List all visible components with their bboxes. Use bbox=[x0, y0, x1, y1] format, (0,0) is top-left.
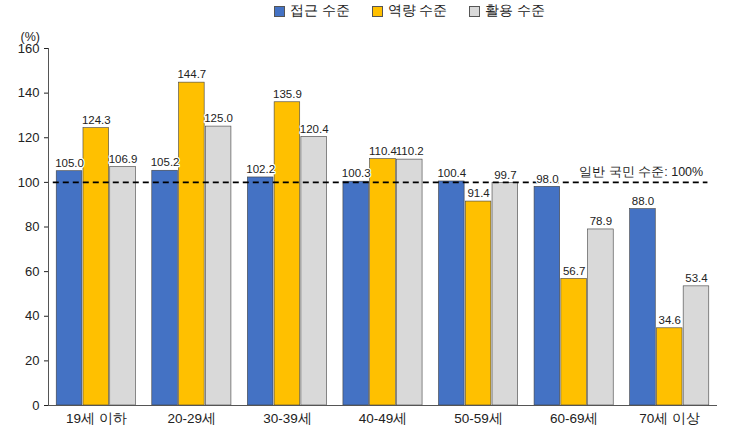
svg-text:105.0: 105.0 bbox=[55, 157, 84, 169]
svg-text:110.2: 110.2 bbox=[396, 145, 424, 157]
svg-text:98.0: 98.0 bbox=[536, 173, 558, 185]
svg-text:144.7: 144.7 bbox=[177, 68, 206, 80]
svg-text:60: 60 bbox=[25, 264, 39, 279]
svg-text:19세 이하: 19세 이하 bbox=[66, 411, 127, 426]
svg-text:99.7: 99.7 bbox=[494, 169, 516, 181]
svg-text:124.3: 124.3 bbox=[82, 114, 111, 126]
svg-text:20: 20 bbox=[25, 353, 39, 368]
svg-text:100.4: 100.4 bbox=[437, 167, 466, 179]
svg-text:135.9: 135.9 bbox=[273, 88, 302, 100]
svg-text:50-59세: 50-59세 bbox=[454, 411, 503, 426]
svg-text:120.4: 120.4 bbox=[300, 123, 329, 135]
svg-text:70세 이상: 70세 이상 bbox=[639, 411, 700, 426]
svg-text:100.3: 100.3 bbox=[342, 167, 371, 179]
svg-text:56.7: 56.7 bbox=[563, 265, 585, 277]
svg-text:(%): (%) bbox=[21, 30, 40, 44]
svg-text:88.0: 88.0 bbox=[632, 195, 654, 207]
svg-text:102.2: 102.2 bbox=[246, 163, 275, 175]
svg-text:140: 140 bbox=[18, 85, 40, 100]
svg-text:120: 120 bbox=[18, 130, 40, 145]
svg-text:40: 40 bbox=[25, 308, 39, 323]
svg-text:30-39세: 30-39세 bbox=[263, 411, 312, 426]
svg-text:0: 0 bbox=[32, 398, 39, 413]
svg-text:91.4: 91.4 bbox=[467, 187, 490, 199]
svg-text:125.0: 125.0 bbox=[204, 112, 233, 124]
svg-text:40-49세: 40-49세 bbox=[359, 411, 408, 426]
svg-text:20-29세: 20-29세 bbox=[168, 411, 217, 426]
html-text:접근 수준: 접근 수준 bbox=[289, 2, 350, 18]
svg-text:34.6: 34.6 bbox=[659, 314, 681, 326]
svg-text:80: 80 bbox=[25, 219, 39, 234]
html-text:역량 수준: 역량 수준 bbox=[387, 2, 448, 18]
svg-text:60-69세: 60-69세 bbox=[550, 411, 599, 426]
svg-text:110.4: 110.4 bbox=[369, 145, 398, 157]
svg-text:160: 160 bbox=[17, 40, 40, 56]
svg-text:78.9: 78.9 bbox=[590, 215, 612, 227]
html-text:활용 수준: 활용 수준 bbox=[485, 2, 546, 18]
svg-text:일반 국민 수준: 100%: 일반 국민 수준: 100% bbox=[579, 165, 703, 179]
svg-text:100: 100 bbox=[18, 175, 40, 190]
svg-text:106.9: 106.9 bbox=[109, 153, 138, 165]
svg-text:105.2: 105.2 bbox=[151, 156, 180, 168]
svg-text:53.4: 53.4 bbox=[685, 272, 708, 284]
